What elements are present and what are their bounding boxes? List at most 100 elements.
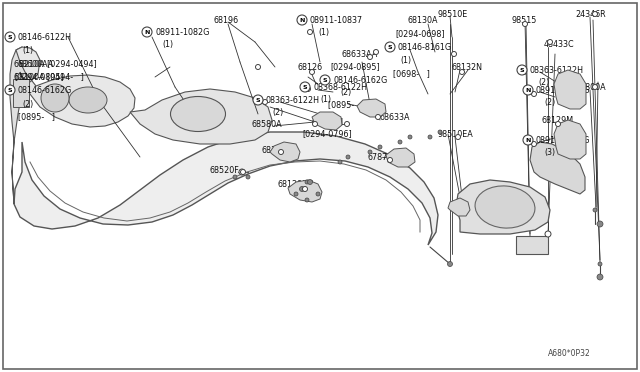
Text: (1): (1) xyxy=(22,45,33,55)
Ellipse shape xyxy=(475,186,535,228)
Circle shape xyxy=(307,29,312,35)
Text: (2): (2) xyxy=(22,99,33,109)
Polygon shape xyxy=(288,180,322,202)
Circle shape xyxy=(233,175,237,179)
Polygon shape xyxy=(10,47,30,204)
Text: S: S xyxy=(8,87,12,93)
Circle shape xyxy=(593,208,597,212)
Circle shape xyxy=(597,221,603,227)
Circle shape xyxy=(300,82,310,92)
Text: (1): (1) xyxy=(320,94,331,103)
Circle shape xyxy=(5,85,15,95)
Text: (1): (1) xyxy=(162,39,173,48)
Circle shape xyxy=(310,70,314,74)
Text: 68100A [0494-   ]: 68100A [0494- ] xyxy=(14,73,84,81)
Text: 68633A: 68633A xyxy=(380,112,410,122)
Circle shape xyxy=(338,160,342,164)
Text: N: N xyxy=(525,87,531,93)
Text: S: S xyxy=(303,84,307,90)
Circle shape xyxy=(447,262,452,266)
Circle shape xyxy=(142,27,152,37)
Text: (1): (1) xyxy=(318,28,329,36)
Circle shape xyxy=(598,262,602,266)
Polygon shape xyxy=(270,142,300,162)
Circle shape xyxy=(307,180,312,185)
Circle shape xyxy=(531,141,536,147)
Text: S: S xyxy=(8,35,12,39)
Text: 67390M: 67390M xyxy=(312,118,344,126)
Circle shape xyxy=(374,49,378,55)
Circle shape xyxy=(451,51,456,57)
Circle shape xyxy=(428,135,432,139)
Circle shape xyxy=(262,99,268,105)
Polygon shape xyxy=(554,70,586,109)
Text: [0698-   ]: [0698- ] xyxy=(393,70,430,78)
Text: 08911-1082G: 08911-1082G xyxy=(536,135,590,144)
Circle shape xyxy=(255,64,260,70)
Text: 08363-6122H: 08363-6122H xyxy=(266,96,320,105)
Text: S: S xyxy=(520,67,524,73)
Text: 68110N: 68110N xyxy=(262,145,293,154)
Text: 68210A [0294-0494]: 68210A [0294-0494] xyxy=(14,60,97,68)
Text: 68129M: 68129M xyxy=(542,115,574,125)
Circle shape xyxy=(522,22,527,26)
Text: 96800A: 96800A xyxy=(575,83,605,92)
Text: 68633AA: 68633AA xyxy=(342,49,378,58)
Text: N: N xyxy=(300,17,305,22)
Polygon shape xyxy=(456,180,550,234)
Text: [0895-   ]: [0895- ] xyxy=(328,100,365,109)
Text: 68580A: 68580A xyxy=(252,119,283,128)
Text: N: N xyxy=(144,29,150,35)
Circle shape xyxy=(597,274,603,280)
Circle shape xyxy=(303,186,307,192)
Circle shape xyxy=(398,140,402,144)
Text: 08146-6122H: 08146-6122H xyxy=(18,32,72,42)
Text: [0294-0698]: [0294-0698] xyxy=(395,29,445,38)
Circle shape xyxy=(346,155,350,159)
Text: 08911-10837: 08911-10837 xyxy=(310,16,363,25)
Polygon shape xyxy=(312,112,342,130)
Polygon shape xyxy=(130,89,272,144)
Text: 68126: 68126 xyxy=(298,62,323,71)
Circle shape xyxy=(278,150,284,154)
Text: 67870M: 67870M xyxy=(368,153,400,161)
Text: 98515: 98515 xyxy=(512,16,538,25)
Circle shape xyxy=(387,157,392,163)
Text: 98510EA: 98510EA xyxy=(438,129,474,138)
Polygon shape xyxy=(386,148,415,167)
Text: 08146-6162G: 08146-6162G xyxy=(18,86,72,94)
Text: 68132N: 68132N xyxy=(452,62,483,71)
Text: 68129MA: 68129MA xyxy=(278,180,316,189)
Text: S: S xyxy=(388,45,392,49)
Text: [0294-0895]: [0294-0895] xyxy=(14,73,64,81)
Polygon shape xyxy=(554,120,586,159)
Text: (2): (2) xyxy=(538,77,549,87)
Circle shape xyxy=(522,70,527,74)
Text: 68130A: 68130A xyxy=(408,16,438,25)
Circle shape xyxy=(593,12,598,16)
Text: S: S xyxy=(323,77,327,83)
Text: 08146-8161G: 08146-8161G xyxy=(398,42,452,51)
Circle shape xyxy=(300,186,305,192)
Circle shape xyxy=(305,198,309,202)
Circle shape xyxy=(316,192,320,196)
Text: [0895-   ]: [0895- ] xyxy=(18,112,55,122)
Circle shape xyxy=(246,175,250,179)
Text: S: S xyxy=(256,97,260,103)
Text: A680*0P32: A680*0P32 xyxy=(548,350,591,359)
Circle shape xyxy=(294,192,298,196)
Circle shape xyxy=(312,122,317,126)
Circle shape xyxy=(460,70,465,74)
Circle shape xyxy=(344,122,349,126)
Circle shape xyxy=(547,39,552,45)
Circle shape xyxy=(368,150,372,154)
Text: 08911-1082G: 08911-1082G xyxy=(536,86,590,94)
Circle shape xyxy=(456,135,461,140)
Polygon shape xyxy=(448,198,470,216)
Bar xyxy=(13,79,29,107)
Text: (2): (2) xyxy=(272,108,284,116)
Text: 08363-6122H: 08363-6122H xyxy=(530,65,584,74)
Circle shape xyxy=(367,55,372,60)
Text: 08146-6162G: 08146-6162G xyxy=(333,76,387,84)
Circle shape xyxy=(531,92,536,96)
